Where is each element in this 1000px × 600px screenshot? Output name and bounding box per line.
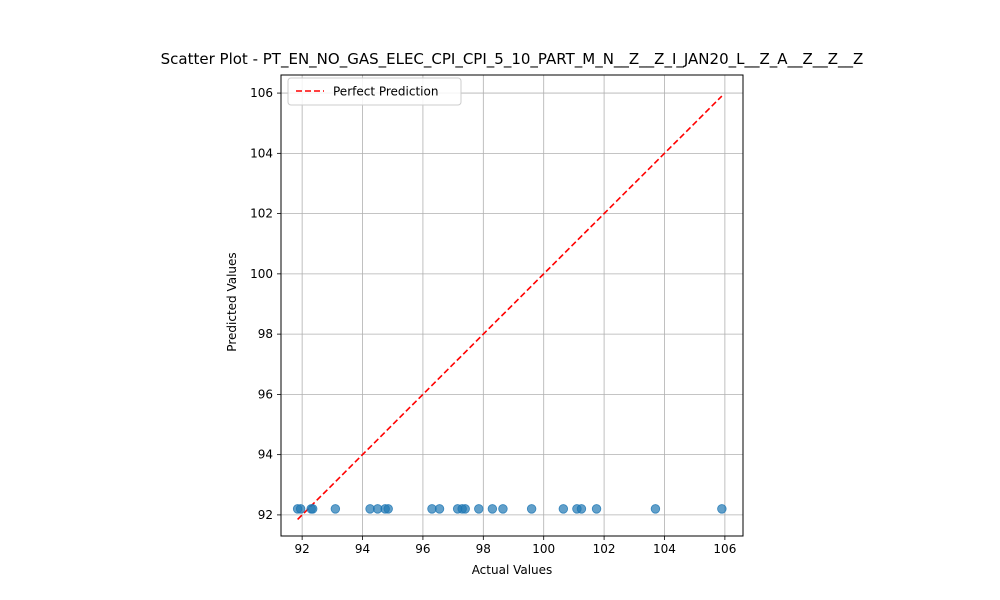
data-point <box>487 504 498 514</box>
y-tick-label: 98 <box>258 327 273 341</box>
x-tick-label: 104 <box>653 542 676 556</box>
legend: Perfect Prediction <box>287 77 462 106</box>
data-point <box>717 504 727 514</box>
chart-title: Scatter Plot - PT_EN_NO_GAS_ELEC_CPI_CPI… <box>161 50 864 69</box>
grid <box>281 75 743 536</box>
y-tick-label: 106 <box>250 86 273 100</box>
x-tick-label: 102 <box>593 542 616 556</box>
x-tick-label: 96 <box>415 542 430 556</box>
data-point <box>460 504 470 514</box>
x-axis-label: Actual Values <box>472 563 553 577</box>
y-tick-label: 92 <box>258 508 273 522</box>
data-point <box>474 504 484 514</box>
data-point <box>330 504 341 514</box>
data-point <box>308 504 318 514</box>
data-point <box>498 504 508 514</box>
axis-ticks: 92 94 96 98 100 102 104 106 92 94 96 98 100 102 104 106 <box>250 86 736 556</box>
data-point <box>526 504 537 514</box>
x-tick-label: 106 <box>713 542 736 556</box>
y-tick-label: 94 <box>258 448 273 462</box>
y-tick-label: 100 <box>250 267 273 281</box>
data-points <box>292 504 727 514</box>
data-point <box>591 504 602 514</box>
x-tick-label: 98 <box>476 542 491 556</box>
y-tick-label: 96 <box>258 387 273 401</box>
data-point <box>558 504 569 514</box>
x-tick-label: 94 <box>355 542 370 556</box>
data-point <box>650 504 661 514</box>
data-point <box>383 504 393 514</box>
y-tick-label: 104 <box>250 146 273 160</box>
y-tick-label: 102 <box>250 207 273 221</box>
data-point <box>576 504 587 514</box>
x-tick-label: 92 <box>294 542 309 556</box>
x-tick-label: 100 <box>532 542 555 556</box>
plot-frame <box>280 74 744 537</box>
y-axis-label: Predicted Values <box>225 252 239 351</box>
data-point <box>434 504 445 514</box>
perfect-prediction-line <box>297 95 723 520</box>
legend-box <box>287 77 462 106</box>
legend-label: Perfect Prediction <box>333 85 438 99</box>
data-point <box>295 504 306 514</box>
perfect-prediction-layer <box>297 95 723 520</box>
